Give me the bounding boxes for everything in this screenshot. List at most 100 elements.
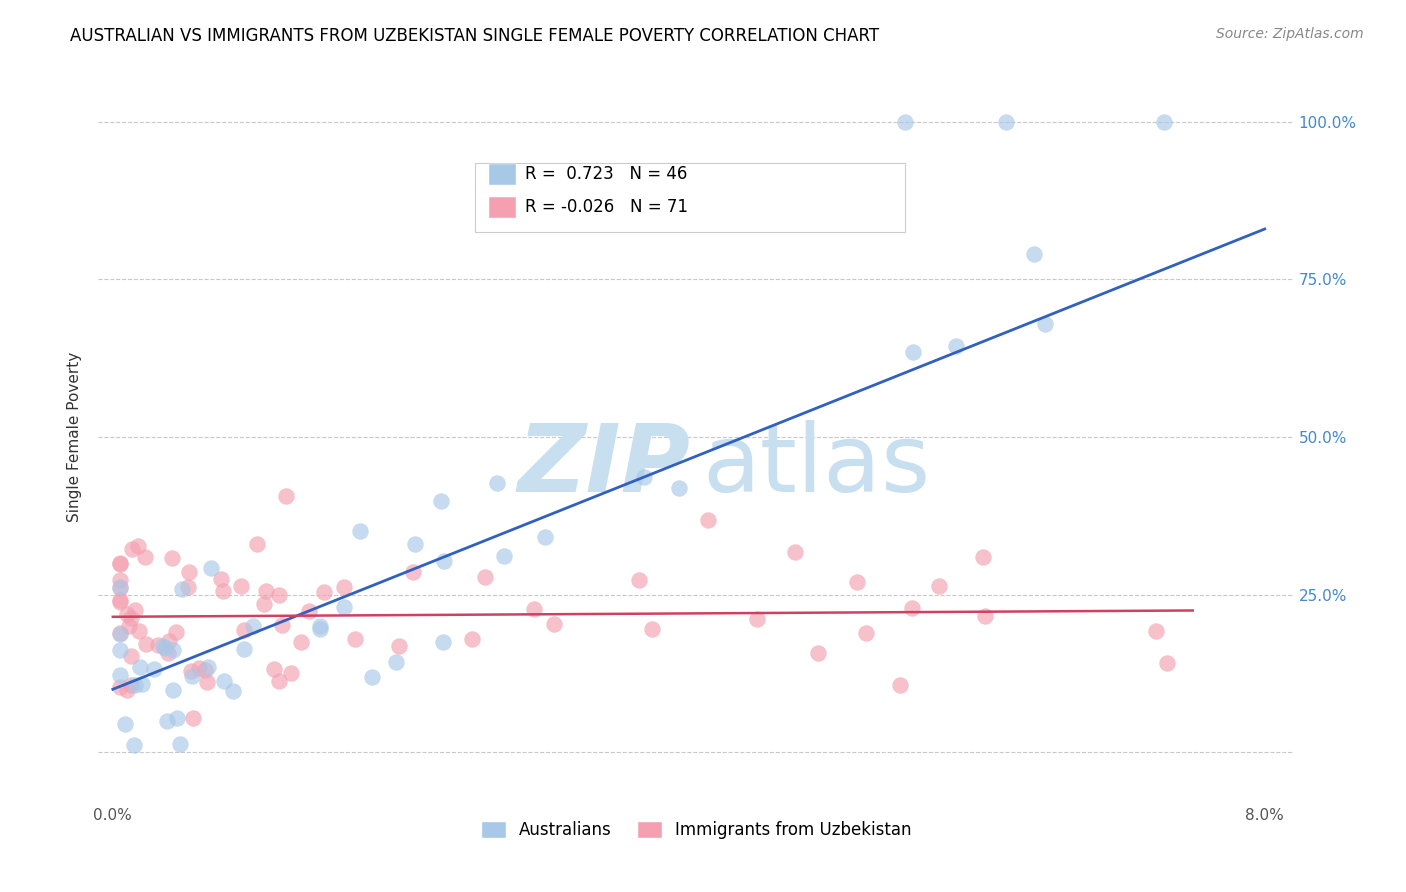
Point [135,637,157,651]
Point [124,602,146,616]
Point [194,663,217,677]
Point [160,550,183,565]
Point [333,580,356,594]
Point [333,600,356,615]
Point [165,625,187,640]
Point [134,550,156,565]
Text: AUSTRALIAN VS IMMIGRANTS FROM UZBEKISTAN SINGLE FEMALE POVERTY CORRELATION CHART: AUSTRALIAN VS IMMIGRANTS FROM UZBEKISTAN… [70,27,879,45]
Point [108,573,131,587]
FancyBboxPatch shape [475,163,905,232]
Point [180,664,202,678]
Point [807,646,830,660]
Point [628,574,651,588]
Point [298,603,321,617]
Point [430,493,453,508]
Point [121,611,143,625]
Bar [489,197,516,218]
Point [232,641,254,656]
Point [1156,656,1178,670]
Point [270,617,292,632]
Point [108,593,131,607]
Text: R = -0.026   N = 71: R = -0.026 N = 71 [524,198,688,216]
Point [128,660,150,674]
Point [889,678,911,692]
Point [120,677,142,691]
Point [181,711,204,725]
Point [385,656,408,670]
Point [668,481,690,495]
Point [343,632,366,646]
Point [222,684,245,698]
Point [170,582,193,596]
Point [181,669,204,683]
Point [994,115,1017,129]
Point [280,666,302,681]
Point [124,678,146,692]
Point [156,646,179,660]
Text: atlas: atlas [702,420,931,512]
Point [783,545,806,559]
Point [108,557,131,571]
Point [543,617,565,632]
Point [131,677,153,691]
Point [1024,247,1046,261]
Point [903,344,925,359]
Point [432,635,454,649]
Point [146,638,169,652]
Point [108,627,131,641]
Point [855,625,877,640]
Point [120,648,142,663]
Point [928,579,950,593]
Point [108,668,131,682]
Point [309,622,332,636]
Point [290,635,312,649]
Point [900,601,922,615]
Point [267,589,290,603]
Point [169,737,191,751]
Text: Source: ZipAtlas.com: Source: ZipAtlas.com [1216,27,1364,41]
Point [197,660,219,674]
Point [433,554,456,568]
Point [156,714,179,728]
Point [388,639,411,653]
Point [534,530,557,544]
Point [404,537,426,551]
Point [118,619,141,633]
Point [108,557,131,571]
Point [263,662,285,676]
Point [893,115,915,129]
Y-axis label: Single Female Poverty: Single Female Poverty [67,352,83,522]
Point [212,674,235,689]
Point [494,549,516,563]
Point [195,674,218,689]
Point [108,595,131,609]
Point [143,662,166,676]
Point [108,680,131,694]
Point [460,632,482,647]
Point [973,609,995,624]
Point [200,561,222,575]
Point [114,717,136,731]
Point [312,585,335,599]
Point [276,489,298,503]
Point [209,572,232,586]
Point [745,612,768,626]
Point [162,643,184,657]
Point [212,583,235,598]
Point [633,470,655,484]
Point [522,602,544,616]
Point [246,537,269,551]
Point [242,619,264,633]
Point [229,579,252,593]
Point [128,624,150,638]
Point [267,673,290,688]
Point [697,513,720,527]
Point [360,670,382,684]
Point [108,642,131,657]
Bar [489,164,516,185]
Point [846,575,869,590]
Point [177,580,200,594]
Point [1033,317,1056,331]
Point [972,549,994,564]
Point [474,570,496,584]
